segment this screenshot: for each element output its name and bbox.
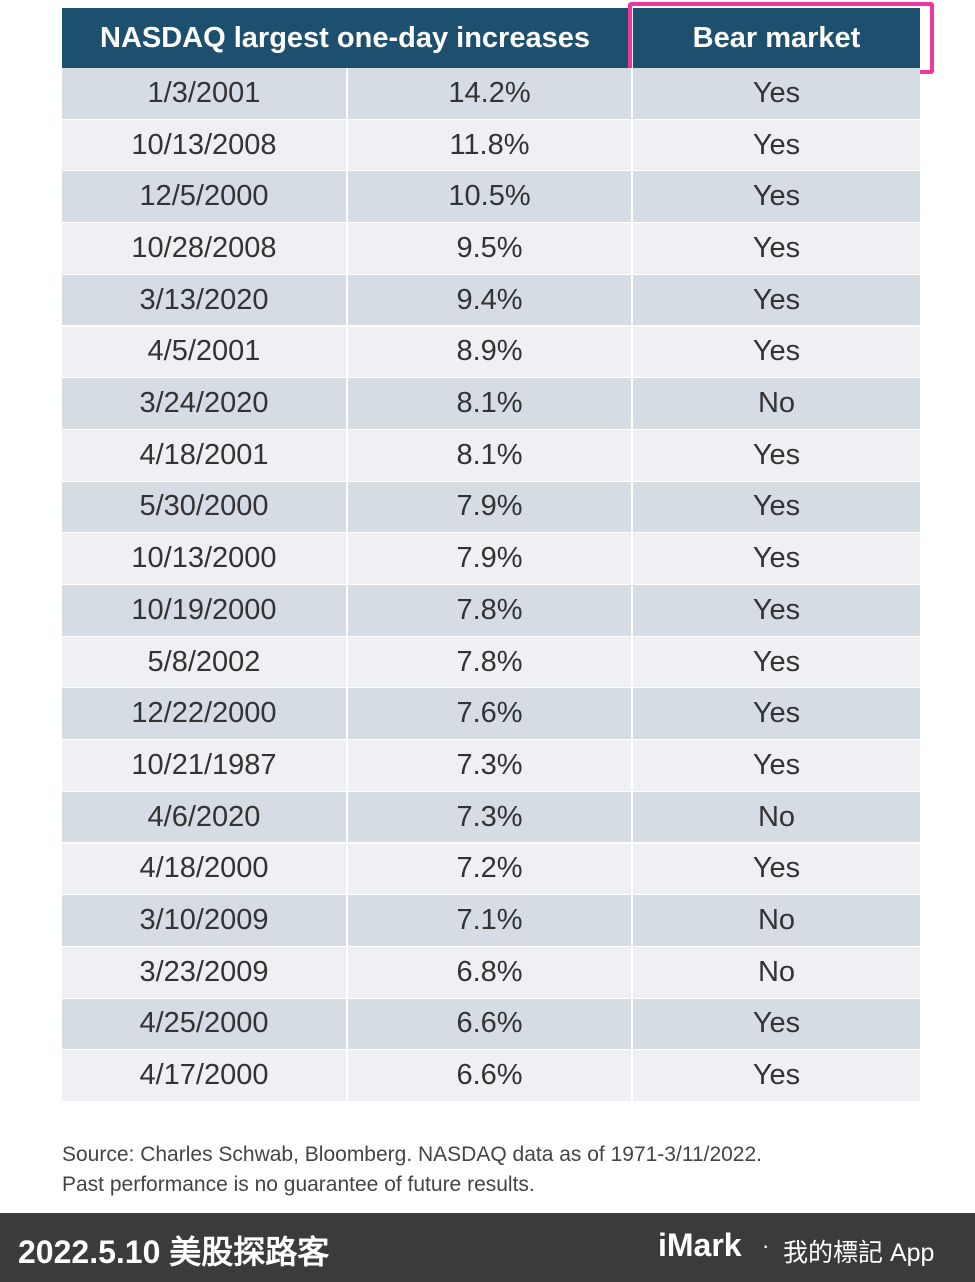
table-cell: 7.2% <box>348 843 633 896</box>
table-cell: 7.3% <box>348 791 633 844</box>
table-cell: 7.9% <box>348 481 633 534</box>
table-cell: Yes <box>633 585 920 637</box>
table-cell: Yes <box>633 481 920 534</box>
table-cell: 8.1% <box>348 378 633 430</box>
table-cell: 6.6% <box>348 1050 633 1102</box>
table-cell: 7.8% <box>348 636 633 689</box>
table-cell: 4/5/2001 <box>62 326 348 379</box>
source-note: Source: Charles Schwab, Bloomberg. NASDA… <box>62 1143 763 1166</box>
header-title: NASDAQ largest one-day increases <box>62 8 628 68</box>
table-cell: Yes <box>633 533 920 585</box>
table-cell: Yes <box>633 429 920 482</box>
table-cell: 5/8/2002 <box>62 636 348 689</box>
table-cell: No <box>633 791 920 844</box>
table-cell: Yes <box>633 326 920 379</box>
highlight-box <box>628 2 934 74</box>
table-cell: 7.9% <box>348 533 633 585</box>
table-cell: 10/21/1987 <box>62 740 348 792</box>
table-cell: 5/30/2000 <box>62 481 348 534</box>
table-cell: Yes <box>633 998 920 1051</box>
table-cell: 9.4% <box>348 274 633 327</box>
table-cell: 12/5/2000 <box>62 171 348 224</box>
table-cell: 4/18/2001 <box>62 429 348 482</box>
table-cell: 8.1% <box>348 429 633 482</box>
table-cell: 4/17/2000 <box>62 1050 348 1102</box>
source-note: Past performance is no guarantee of futu… <box>62 1173 535 1196</box>
footer-brand: iMark <box>658 1227 742 1263</box>
table-cell: 3/24/2020 <box>62 378 348 430</box>
footer-dot: · <box>762 1233 770 1258</box>
table-cell: 6.6% <box>348 998 633 1051</box>
table-cell: No <box>633 378 920 430</box>
table-cell: 11.8% <box>348 119 633 172</box>
table-cell: Yes <box>633 636 920 689</box>
table-cell: Yes <box>633 274 920 327</box>
table-cell: 7.1% <box>348 895 633 947</box>
header-bear: Bear market <box>633 8 920 68</box>
table-cell: 7.6% <box>348 688 633 741</box>
table-cell: 10/28/2008 <box>62 223 348 275</box>
table-cell: Yes <box>633 119 920 172</box>
table-cell: 7.3% <box>348 740 633 792</box>
table-cell: 10.5% <box>348 171 633 224</box>
table-cell: 3/13/2020 <box>62 274 348 327</box>
table-cell: 9.5% <box>348 223 633 275</box>
table-cell: 8.9% <box>348 326 633 379</box>
table-cell: 4/18/2000 <box>62 843 348 896</box>
table-cell: 6.8% <box>348 946 633 999</box>
table-cell: Yes <box>633 171 920 224</box>
footer-left: 2022.5.10 美股探路客 <box>18 1234 330 1270</box>
table-cell: No <box>633 895 920 947</box>
table-cell: 10/13/2008 <box>62 119 348 172</box>
table-cell: 1/3/2001 <box>62 68 348 120</box>
footer-right: 我的標記 App <box>783 1239 935 1267</box>
table-cell: 14.2% <box>348 68 633 120</box>
table-cell: Yes <box>633 688 920 741</box>
table-cell: 3/23/2009 <box>62 946 348 999</box>
footer-bar: 2022.5.10 美股探路客 iMark · 我的標記 App <box>0 1213 975 1282</box>
table-cell: 10/13/2000 <box>62 533 348 585</box>
table-cell: Yes <box>633 740 920 792</box>
table-cell: 3/10/2009 <box>62 895 348 947</box>
table-cell: 7.8% <box>348 585 633 637</box>
table-cell: 4/6/2020 <box>62 791 348 844</box>
table-cell: Yes <box>633 223 920 275</box>
table-cell: 10/19/2000 <box>62 585 348 637</box>
table-cell: Yes <box>633 843 920 896</box>
table-cell: Yes <box>633 68 920 120</box>
table-cell: 4/25/2000 <box>62 998 348 1051</box>
table-cell: Yes <box>633 1050 920 1102</box>
table-cell: 12/22/2000 <box>62 688 348 741</box>
table-cell: No <box>633 946 920 999</box>
